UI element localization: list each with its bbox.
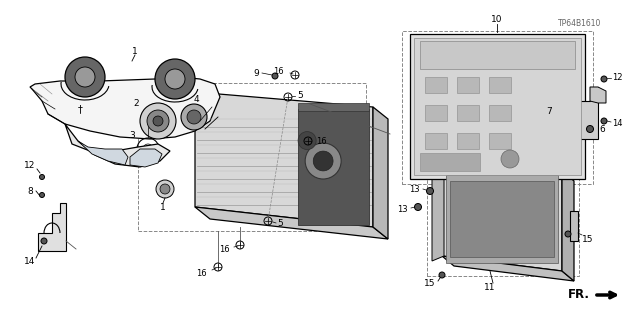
Circle shape bbox=[601, 118, 607, 124]
Bar bbox=[446, 175, 558, 263]
Bar bbox=[457, 49, 479, 65]
Bar bbox=[457, 133, 479, 149]
Circle shape bbox=[501, 150, 519, 168]
Polygon shape bbox=[562, 171, 574, 281]
Polygon shape bbox=[442, 256, 574, 281]
Polygon shape bbox=[442, 157, 562, 171]
Circle shape bbox=[165, 69, 185, 89]
Circle shape bbox=[156, 180, 174, 198]
Circle shape bbox=[40, 192, 45, 197]
Circle shape bbox=[439, 272, 445, 278]
Circle shape bbox=[147, 110, 169, 132]
Text: 12: 12 bbox=[612, 72, 623, 81]
Text: 10: 10 bbox=[492, 16, 503, 25]
Bar bbox=[425, 77, 447, 93]
Polygon shape bbox=[560, 87, 598, 139]
Circle shape bbox=[586, 125, 593, 132]
Text: 14: 14 bbox=[24, 256, 36, 265]
Bar bbox=[489, 49, 511, 65]
Polygon shape bbox=[442, 161, 562, 271]
Polygon shape bbox=[195, 92, 373, 227]
Text: 7: 7 bbox=[547, 107, 552, 115]
Polygon shape bbox=[432, 157, 444, 261]
Text: 1: 1 bbox=[160, 203, 166, 211]
Text: 16: 16 bbox=[316, 137, 326, 145]
Polygon shape bbox=[78, 141, 128, 165]
Bar bbox=[420, 41, 575, 69]
Polygon shape bbox=[590, 87, 606, 103]
Circle shape bbox=[187, 110, 201, 124]
Polygon shape bbox=[570, 211, 578, 241]
Text: TP64B1610: TP64B1610 bbox=[558, 19, 602, 27]
Bar bbox=[410, 34, 585, 179]
Text: 4: 4 bbox=[193, 94, 199, 103]
Polygon shape bbox=[373, 107, 388, 239]
Bar bbox=[425, 49, 447, 65]
Text: 11: 11 bbox=[484, 283, 496, 292]
Circle shape bbox=[298, 132, 316, 150]
Circle shape bbox=[313, 151, 333, 171]
Polygon shape bbox=[30, 77, 220, 139]
Circle shape bbox=[601, 76, 607, 82]
Text: 9: 9 bbox=[253, 69, 259, 78]
Polygon shape bbox=[38, 203, 66, 251]
Bar bbox=[489, 77, 511, 93]
Text: 15: 15 bbox=[424, 278, 436, 287]
Polygon shape bbox=[130, 149, 162, 167]
Circle shape bbox=[565, 231, 571, 237]
Text: 6: 6 bbox=[599, 124, 605, 133]
Bar bbox=[425, 133, 447, 149]
Text: FR.: FR. bbox=[568, 288, 590, 301]
Bar bbox=[457, 77, 479, 93]
Circle shape bbox=[181, 104, 207, 130]
Circle shape bbox=[426, 188, 433, 195]
Text: 2: 2 bbox=[133, 99, 139, 108]
Text: 16: 16 bbox=[196, 269, 207, 278]
Bar bbox=[298, 103, 369, 111]
Circle shape bbox=[65, 57, 105, 97]
Bar bbox=[420, 153, 480, 171]
Text: 13: 13 bbox=[410, 184, 420, 194]
Circle shape bbox=[155, 59, 195, 99]
Polygon shape bbox=[195, 207, 388, 239]
Text: 15: 15 bbox=[582, 234, 593, 243]
Bar bbox=[425, 105, 447, 121]
Text: 5: 5 bbox=[297, 91, 303, 100]
Text: 8: 8 bbox=[27, 187, 33, 196]
Circle shape bbox=[153, 116, 163, 126]
Circle shape bbox=[305, 143, 341, 179]
Text: 1: 1 bbox=[132, 47, 138, 56]
Text: 14: 14 bbox=[612, 118, 623, 128]
Bar bbox=[489, 133, 511, 149]
Bar bbox=[402, 31, 593, 184]
Text: 12: 12 bbox=[24, 161, 36, 170]
Circle shape bbox=[40, 174, 45, 180]
Circle shape bbox=[140, 103, 176, 139]
Bar bbox=[138, 83, 366, 231]
Bar bbox=[489, 105, 511, 121]
Text: 16: 16 bbox=[220, 246, 230, 255]
Bar bbox=[427, 148, 579, 276]
Bar bbox=[457, 105, 479, 121]
Text: 16: 16 bbox=[273, 66, 284, 76]
Circle shape bbox=[41, 238, 47, 244]
Text: †: † bbox=[77, 104, 83, 114]
Polygon shape bbox=[65, 124, 170, 167]
Text: 5: 5 bbox=[277, 219, 283, 227]
Circle shape bbox=[415, 204, 422, 211]
Bar bbox=[414, 38, 581, 175]
Bar bbox=[298, 109, 369, 225]
Text: 3: 3 bbox=[129, 130, 135, 139]
Circle shape bbox=[160, 184, 170, 194]
Circle shape bbox=[272, 73, 278, 79]
Bar bbox=[450, 181, 554, 257]
Circle shape bbox=[75, 67, 95, 87]
Text: 13: 13 bbox=[397, 204, 408, 213]
